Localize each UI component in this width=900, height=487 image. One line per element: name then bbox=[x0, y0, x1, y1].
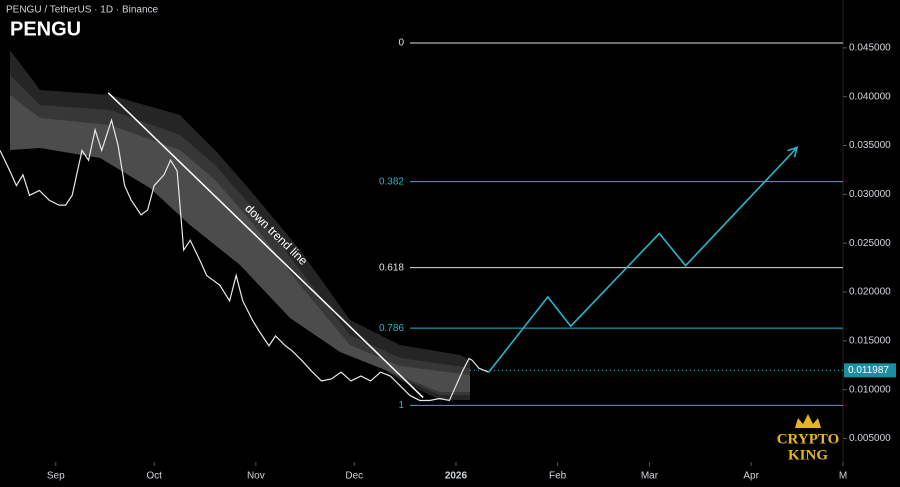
x-tick-label: 2026 bbox=[445, 471, 468, 482]
y-tick-label: 0.025000 bbox=[849, 238, 891, 249]
fib-label: 0.786 bbox=[379, 323, 404, 334]
y-tick-label: 0.040000 bbox=[849, 91, 891, 102]
x-tick-label: Feb bbox=[549, 471, 567, 482]
y-tick-label: 0.005000 bbox=[849, 433, 891, 444]
x-tick-label: Oct bbox=[146, 471, 162, 482]
price-line bbox=[0, 117, 489, 402]
y-tick-label: 0.015000 bbox=[849, 336, 891, 347]
fib-label: 0.382 bbox=[379, 176, 404, 187]
arrow-head bbox=[787, 146, 799, 158]
fib-label: 0 bbox=[398, 38, 404, 49]
y-tick-label: 0.045000 bbox=[849, 43, 891, 54]
y-tick-label: 0.035000 bbox=[849, 140, 891, 151]
x-tick-label: Mar bbox=[641, 471, 659, 482]
y-tick-label: 0.010000 bbox=[849, 384, 891, 395]
x-tick-label: Nov bbox=[247, 471, 265, 482]
chart-title: PENGU / TetherUS · 1D · Binance bbox=[6, 5, 159, 16]
y-tick-label: 0.030000 bbox=[849, 189, 891, 200]
x-tick-label: Sep bbox=[47, 471, 65, 482]
chart-subtitle: PENGU bbox=[10, 18, 81, 40]
last-price-label: 0.011987 bbox=[848, 365, 889, 376]
fib-label: 0.618 bbox=[379, 262, 404, 273]
watermark-text: KING bbox=[788, 447, 828, 463]
x-tick-label: Apr bbox=[743, 471, 759, 482]
y-tick-label: 0.020000 bbox=[849, 287, 891, 298]
x-tick-label: M bbox=[839, 471, 847, 482]
last-price-box bbox=[844, 363, 896, 378]
watermark-text: CRYPTO bbox=[777, 431, 840, 447]
trend-line bbox=[107, 92, 424, 399]
fib-label: 1 bbox=[398, 400, 404, 411]
indicator-bands bbox=[10, 50, 470, 400]
x-tick-label: Dec bbox=[345, 471, 363, 482]
watermark-logo: CRYPTO KING bbox=[777, 414, 840, 463]
projection-line bbox=[488, 146, 798, 373]
